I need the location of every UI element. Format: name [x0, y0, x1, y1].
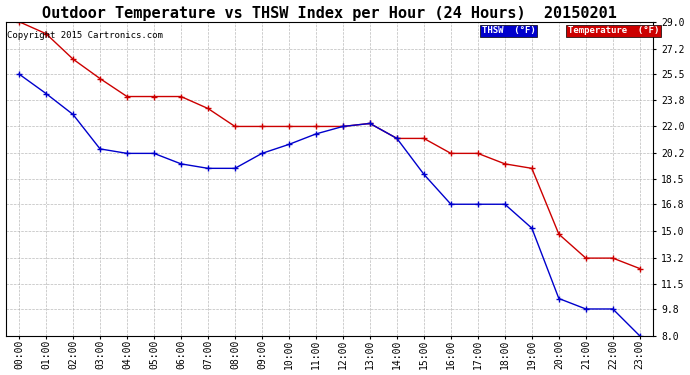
Text: Copyright 2015 Cartronics.com: Copyright 2015 Cartronics.com: [7, 31, 163, 40]
Text: THSW  (°F): THSW (°F): [482, 26, 535, 35]
Text: Temperature  (°F): Temperature (°F): [568, 26, 659, 35]
Title: Outdoor Temperature vs THSW Index per Hour (24 Hours)  20150201: Outdoor Temperature vs THSW Index per Ho…: [42, 6, 617, 21]
